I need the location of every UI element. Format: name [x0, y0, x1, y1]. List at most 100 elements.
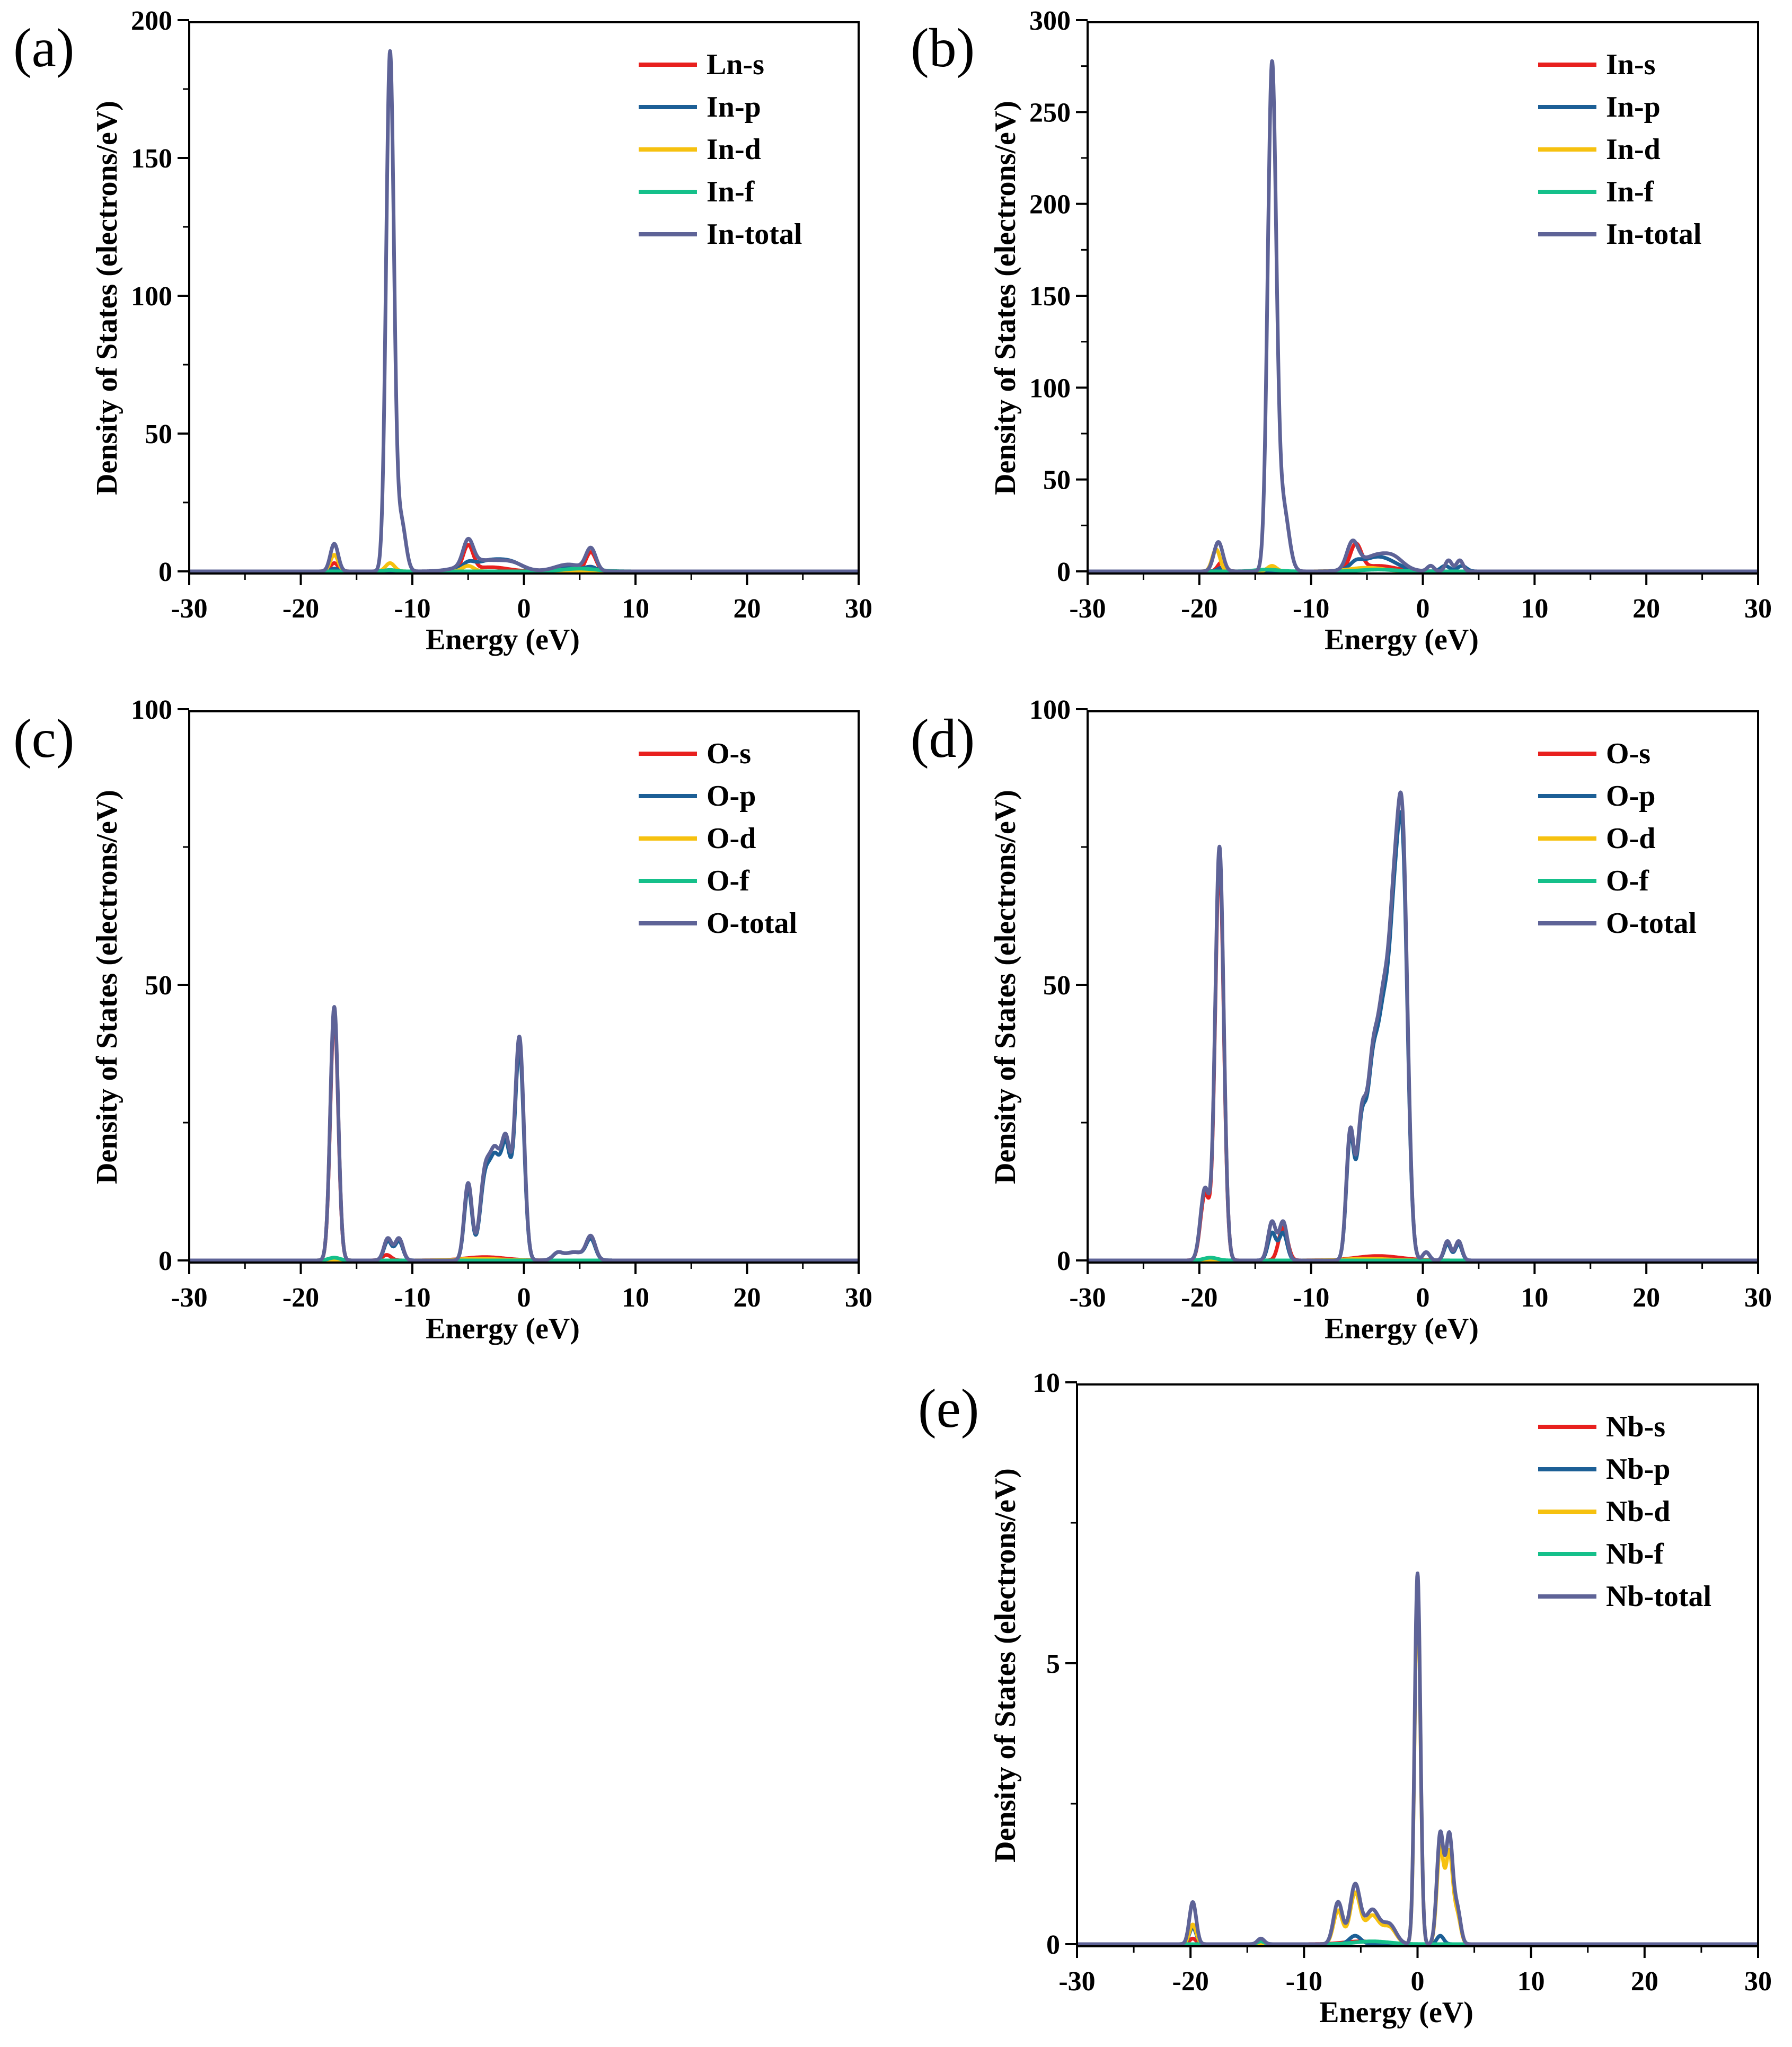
y-tick-label: 200 [1029, 190, 1071, 220]
x-tick-label: 20 [734, 1283, 761, 1313]
panel-e: -30 -20 -10 0 10 20 30 0 5 10 Energy (eV) Density o… [918, 1368, 1772, 2029]
legend-label-p: In-p [1606, 91, 1661, 123]
x-tick-label: -10 [1293, 1283, 1329, 1313]
panel-label: (a) [13, 17, 74, 78]
x-tick-label: -30 [1069, 1283, 1106, 1313]
legend: Nb-s Nb-p Nb-d Nb-f Nb-total [1538, 1410, 1711, 1613]
legend: O-s O-p O-d O-f O-total [1538, 737, 1697, 940]
y-tick-label: 5 [1046, 1649, 1060, 1679]
x-tick-label: 20 [1631, 1966, 1658, 1997]
panel-label: (b) [911, 17, 975, 78]
y-tick-label: 150 [1029, 281, 1071, 312]
x-tick-label: 30 [845, 594, 872, 624]
legend-label-total: Nb-total [1606, 1580, 1711, 1613]
legend-label-s: In-s [1606, 48, 1655, 81]
series-lines [189, 49, 859, 573]
legend-label-s: Ln-s [707, 48, 764, 81]
series-lines [189, 1005, 859, 1263]
y-tick-label: 300 [1029, 6, 1071, 36]
y-tick-label: 100 [1029, 373, 1071, 403]
x-axis-title: Energy (eV) [1325, 1312, 1479, 1345]
legend-label-f: O-f [707, 864, 750, 897]
legend-label-s: O-s [707, 737, 751, 770]
series-line-nb-total [1077, 1571, 1758, 1946]
y-tick-label: 50 [145, 970, 172, 1001]
y-tick-label: 0 [158, 557, 172, 587]
series-line-o-total [1088, 790, 1758, 1263]
x-axis-title: Energy (eV) [426, 1312, 580, 1345]
y-axis-title: Density of States (electrons/eV) [989, 790, 1022, 1184]
x-tick-label: 20 [734, 594, 761, 624]
series-lines [1088, 790, 1758, 1263]
series-line-in-total [1088, 59, 1758, 573]
legend-label-f: In-f [1606, 175, 1655, 208]
x-tick-label: -30 [1058, 1966, 1095, 1997]
series-line-in-d [1088, 547, 1758, 573]
legend-label-d: Nb-d [1606, 1495, 1670, 1528]
x-axis-title: Energy (eV) [1319, 1996, 1473, 2029]
legend-label-d: O-d [707, 822, 756, 855]
legend-label-total: O-total [1606, 907, 1697, 940]
panel-label: (e) [918, 1378, 979, 1439]
panel-label: (d) [911, 708, 975, 769]
x-tick-label: 30 [1744, 594, 1772, 624]
series-line-o-p [1088, 810, 1758, 1263]
x-tick-label: -10 [394, 594, 430, 624]
x-tick-label: 30 [1744, 1966, 1772, 1997]
legend-label-total: O-total [707, 907, 797, 940]
y-tick-label: 0 [1057, 1246, 1071, 1276]
x-tick-label: 10 [1521, 594, 1548, 624]
x-axis-title: Energy (eV) [1325, 623, 1479, 656]
x-tick-label: 30 [1744, 1283, 1772, 1313]
x-tick-label: -10 [394, 1283, 430, 1313]
panel-label: (c) [13, 708, 74, 769]
legend-label-d: In-d [1606, 133, 1661, 166]
legend-label-total: In-total [1606, 218, 1701, 251]
legend-label-f: In-f [707, 175, 755, 208]
x-tick-label: 0 [517, 594, 531, 624]
x-tick-label: 20 [1632, 1283, 1660, 1313]
x-tick-label: 0 [1416, 1283, 1430, 1313]
panel-d: -30 -20 -10 0 10 20 30 0 50 100 Energy (eV) Density… [911, 695, 1772, 1345]
y-tick-label: 100 [1029, 695, 1071, 725]
y-tick-label: 250 [1029, 98, 1071, 128]
legend-label-s: O-s [1606, 737, 1650, 770]
legend-label-total: In-total [707, 218, 802, 251]
x-tick-label: 30 [845, 1283, 872, 1313]
x-tick-label: 10 [1521, 1283, 1548, 1313]
legend: O-s O-p O-d O-f O-total [639, 737, 797, 940]
y-tick-label: 200 [131, 6, 172, 36]
series-line-in-d [189, 553, 859, 573]
series-line-nb-p [1077, 1925, 1758, 1946]
x-tick-label: -30 [1069, 594, 1106, 624]
legend-label-p: O-p [1606, 780, 1655, 813]
y-tick-label: 100 [131, 281, 172, 312]
y-axis-title: Density of States (electrons/eV) [989, 1468, 1022, 1863]
legend-label-f: Nb-f [1606, 1538, 1664, 1570]
series-lines [1077, 1571, 1758, 1946]
y-tick-label: 50 [145, 419, 172, 449]
series-line-in-total [189, 49, 859, 573]
x-tick-label: 0 [1411, 1966, 1425, 1997]
legend-label-d: In-d [707, 133, 761, 166]
y-tick-label: 100 [131, 695, 172, 725]
legend-label-d: O-d [1606, 822, 1655, 855]
y-axis-title: Density of States (electrons/eV) [91, 790, 123, 1184]
x-tick-label: -30 [171, 1283, 207, 1313]
x-tick-label: -20 [1181, 594, 1217, 624]
x-axis-title: Energy (eV) [426, 623, 580, 656]
legend-label-p: Nb-p [1606, 1453, 1670, 1486]
y-axis-title: Density of States (electrons/eV) [989, 101, 1022, 495]
x-tick-label: 20 [1632, 594, 1660, 624]
panel-c: -30 -20 -10 0 10 20 30 0 50 100 Energy (eV) Density… [13, 695, 872, 1345]
x-tick-label: -20 [283, 1283, 319, 1313]
panel-a: -30 -20 -10 0 10 20 30 0 50 100 150 200 Energy (eV) D… [13, 6, 872, 656]
legend-label-s: Nb-s [1606, 1410, 1665, 1443]
x-tick-label: 10 [622, 1283, 649, 1313]
panel-b: -30 -20 -10 0 10 20 30050100150200250300Energy… [911, 6, 1772, 656]
x-tick-label: -30 [171, 594, 207, 624]
y-tick-label: 0 [1057, 557, 1071, 587]
y-tick-label: 0 [1046, 1930, 1060, 1960]
x-tick-label: -20 [1172, 1966, 1209, 1997]
x-tick-label: 10 [1517, 1966, 1545, 1997]
